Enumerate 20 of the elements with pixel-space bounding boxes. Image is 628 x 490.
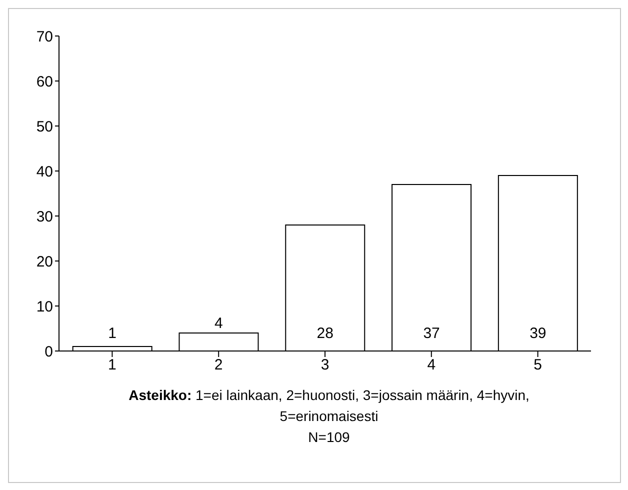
y-tick-label: 40 xyxy=(36,163,53,180)
x-tick-label: 3 xyxy=(320,356,330,374)
y-tick-label: 50 xyxy=(36,118,53,136)
x-tick-label: 4 xyxy=(427,356,436,374)
data-label: 37 xyxy=(423,325,440,342)
y-tick-label: 0 xyxy=(44,343,53,360)
data-label: 4 xyxy=(214,315,223,332)
y-tick-label: 60 xyxy=(36,73,53,90)
y-tick-label: 10 xyxy=(36,298,53,316)
x-axis-title: Asteikko: 1=ei lainkaan, 2=huonosti, 3=jossain määrin, 4=hyvin, 5=erinomaisesti xyxy=(128,387,530,424)
x-tick-label: 5 xyxy=(534,356,542,374)
data-label: 39 xyxy=(530,325,546,342)
y-tick-label: 30 xyxy=(36,208,53,226)
x-tick-label: 2 xyxy=(214,356,223,374)
data-label: 28 xyxy=(316,325,334,342)
y-tick-label: 20 xyxy=(36,253,53,270)
data-label: 1 xyxy=(108,325,117,342)
x-tick-label: 1 xyxy=(108,356,116,374)
text: N=109 xyxy=(307,428,351,447)
y-tick-label: 70 xyxy=(36,28,53,46)
